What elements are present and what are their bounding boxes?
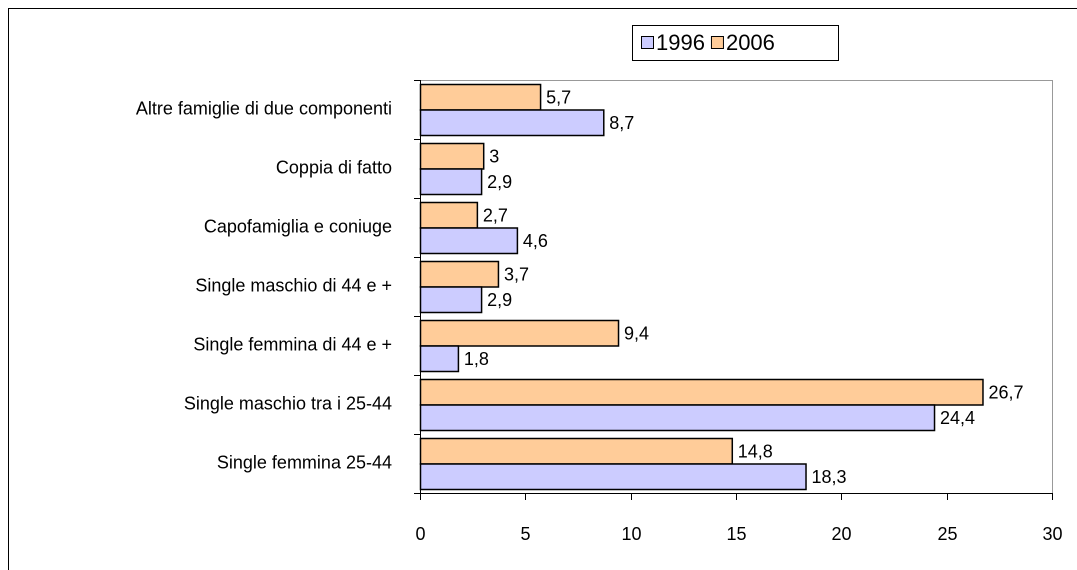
- y-tick-label: Altre famiglie di due componenti: [136, 98, 392, 118]
- bar: [419, 437, 734, 465]
- value-label: 4,6: [523, 231, 548, 251]
- y-tick-label: Coppia di fatto: [276, 157, 392, 177]
- bar: [419, 463, 807, 491]
- value-label: 9,4: [624, 324, 649, 344]
- value-label: 3: [489, 147, 499, 167]
- x-tick-label: 20: [831, 524, 851, 544]
- bar: [419, 345, 460, 373]
- legend-swatch: [641, 36, 654, 49]
- y-tick-label: Single femmina 25-44: [217, 452, 392, 472]
- x-tick-label: 30: [1042, 524, 1062, 544]
- bar: [419, 227, 519, 255]
- x-tick-label: 10: [621, 524, 641, 544]
- bar: [419, 142, 485, 170]
- value-label: 8,7: [609, 113, 634, 133]
- bar: [419, 168, 483, 196]
- x-tick-label: 5: [520, 524, 530, 544]
- x-tick-label: 25: [937, 524, 957, 544]
- value-label: 14,8: [738, 442, 773, 462]
- bar: [419, 319, 620, 347]
- value-label: 2,9: [487, 172, 512, 192]
- legend-label: 1996: [656, 30, 705, 55]
- bar: [419, 83, 542, 111]
- value-label: 2,9: [487, 290, 512, 310]
- value-label: 26,7: [988, 383, 1023, 403]
- value-label: 3,7: [504, 265, 529, 285]
- x-tick-label: 15: [726, 524, 746, 544]
- bar: [419, 260, 500, 288]
- y-tick-label: Single maschio di 44 e +: [195, 275, 392, 295]
- value-label: 24,4: [940, 408, 975, 428]
- value-label: 5,7: [546, 88, 571, 108]
- y-tick-label: Single femmina di 44 e +: [193, 334, 392, 354]
- legend-box: [632, 25, 839, 61]
- value-label: 18,3: [812, 467, 847, 487]
- y-tick-label: Capofamiglia e coniuge: [204, 216, 392, 236]
- bar: [419, 201, 479, 229]
- legend-label: 2006: [726, 30, 775, 55]
- y-tick-label: Single maschio tra i 25-44: [184, 393, 392, 413]
- legend-swatch: [710, 36, 724, 49]
- bar: [419, 404, 936, 432]
- bar: [419, 378, 984, 406]
- value-label: 1,8: [464, 349, 489, 369]
- value-label: 2,7: [483, 206, 508, 226]
- bar: [419, 286, 483, 314]
- x-tick-label: 0: [415, 524, 425, 544]
- bar: [419, 109, 605, 137]
